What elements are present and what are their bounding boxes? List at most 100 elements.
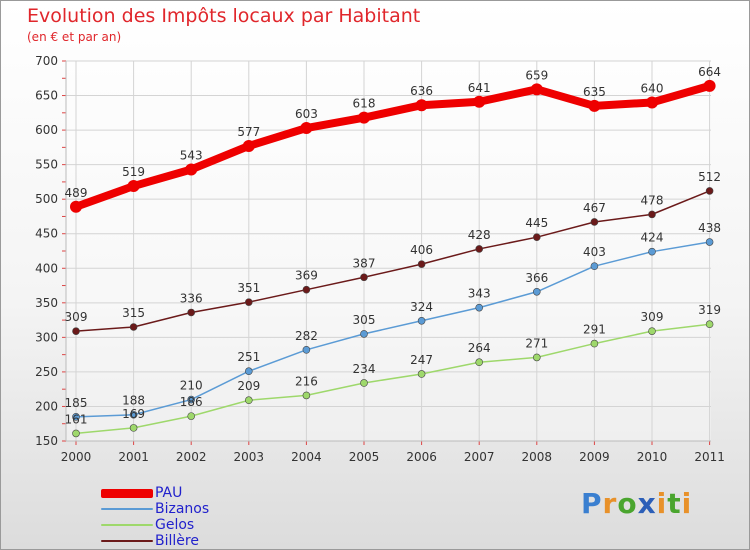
- data-label: 305: [353, 313, 376, 327]
- data-point: [417, 316, 426, 325]
- data-label: 424: [641, 231, 664, 245]
- data-point: [705, 238, 714, 246]
- y-tick-label: 250: [35, 365, 58, 379]
- data-point: [360, 273, 368, 282]
- x-tick-label: 2010: [637, 450, 668, 464]
- series-line-pau: [72, 81, 714, 211]
- legend-label: Billère: [155, 533, 199, 549]
- data-point: [302, 345, 311, 354]
- legend-label: Gelos: [155, 517, 195, 533]
- data-point: [417, 370, 426, 378]
- x-tick-label: 2002: [176, 450, 207, 464]
- legend-item: PAU: [101, 485, 209, 501]
- brand-letter: P: [581, 487, 603, 520]
- series-line-gelos: [75, 323, 711, 435]
- x-tick-label: 2006: [406, 450, 437, 464]
- chart-subtitle: (en € et par an): [27, 30, 122, 44]
- data-label: 406: [410, 243, 433, 257]
- data-point: [358, 111, 370, 124]
- data-point: [590, 262, 599, 271]
- data-point: [242, 139, 255, 152]
- data-point: [302, 285, 311, 294]
- data-label: 445: [525, 216, 548, 230]
- x-tick-label: 2011: [694, 450, 725, 464]
- data-label: 387: [353, 256, 376, 270]
- data-point: [705, 320, 714, 329]
- data-point: [530, 83, 543, 96]
- data-label: 271: [525, 336, 548, 350]
- data-label: 210: [180, 379, 203, 393]
- data-label: 324: [410, 300, 433, 314]
- y-tick-label: 350: [35, 296, 58, 310]
- data-label: 161: [65, 412, 88, 426]
- data-point: [127, 180, 140, 193]
- legend-swatch: [101, 540, 153, 542]
- brand-logo: Proxiti: [581, 487, 692, 520]
- y-tick-label: 300: [35, 330, 58, 344]
- data-label: 264: [468, 341, 491, 355]
- data-label: 467: [583, 201, 606, 215]
- data-label: 234: [353, 362, 376, 376]
- data-label: 577: [237, 125, 260, 139]
- data-point: [705, 187, 714, 195]
- data-point: [475, 303, 484, 312]
- y-tick-label: 550: [35, 158, 58, 172]
- y-tick-label: 500: [35, 192, 58, 206]
- data-label: 351: [237, 281, 260, 295]
- data-label: 438: [698, 221, 721, 235]
- legend-item: Bizanos: [101, 501, 209, 517]
- data-point: [187, 412, 195, 420]
- y-tick-label: 200: [35, 399, 58, 413]
- x-tick-label: 2000: [61, 450, 92, 464]
- data-label: 603: [295, 107, 318, 121]
- data-point: [648, 210, 656, 219]
- data-label: 209: [237, 379, 260, 393]
- legend-label: PAU: [155, 485, 183, 501]
- legend-item: Billère: [101, 533, 209, 549]
- y-tick-label: 650: [35, 89, 58, 103]
- data-point: [245, 396, 253, 405]
- plot-area: [66, 61, 711, 441]
- data-point: [245, 298, 253, 306]
- series-line-bizanos: [75, 241, 711, 418]
- x-tick-label: 2008: [522, 450, 553, 464]
- data-label: 489: [65, 186, 88, 200]
- data-point: [129, 410, 138, 419]
- data-label: 366: [525, 271, 548, 285]
- data-label: 188: [122, 394, 145, 408]
- data-label: 309: [65, 310, 88, 324]
- data-point: [590, 218, 599, 226]
- data-label: 185: [65, 396, 88, 410]
- data-point: [300, 122, 313, 135]
- y-tick-label: 450: [35, 227, 58, 241]
- data-point: [72, 327, 80, 335]
- legend-item: Gelos: [101, 517, 209, 533]
- data-point: [415, 99, 428, 112]
- data-point: [129, 424, 138, 432]
- data-point: [72, 429, 80, 438]
- y-tick-label: 150: [35, 434, 58, 448]
- data-point: [129, 323, 138, 331]
- data-label: 519: [122, 165, 145, 179]
- data-label: 343: [468, 287, 491, 301]
- data-label: 478: [641, 193, 664, 207]
- chart-title: Evolution des Impôts locaux par Habitant: [27, 5, 421, 27]
- data-point: [532, 353, 541, 362]
- y-tick-label: 600: [35, 123, 58, 137]
- data-point: [475, 245, 484, 253]
- data-point: [475, 358, 484, 367]
- data-point: [417, 260, 426, 268]
- series-line-billère: [75, 190, 711, 332]
- data-label: 428: [468, 228, 491, 242]
- legend-swatch: [101, 508, 153, 510]
- brand-letter: x: [637, 487, 657, 520]
- x-tick-label: 2009: [579, 450, 610, 464]
- data-label: 319: [698, 303, 721, 317]
- data-point: [532, 233, 541, 241]
- data-label: 512: [698, 170, 721, 184]
- x-tick-label: 2004: [291, 450, 322, 464]
- data-point: [703, 79, 716, 92]
- data-point: [72, 413, 80, 421]
- data-point: [590, 339, 599, 348]
